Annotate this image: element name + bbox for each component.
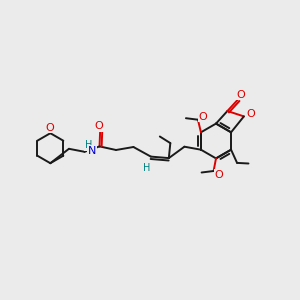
Text: N: N xyxy=(88,146,96,156)
Text: O: O xyxy=(199,112,207,122)
Text: O: O xyxy=(246,109,255,119)
Text: O: O xyxy=(45,123,54,133)
Text: O: O xyxy=(94,121,103,131)
Text: H: H xyxy=(85,140,92,150)
Text: O: O xyxy=(236,90,245,100)
Text: H: H xyxy=(142,163,150,173)
Text: O: O xyxy=(214,169,223,180)
